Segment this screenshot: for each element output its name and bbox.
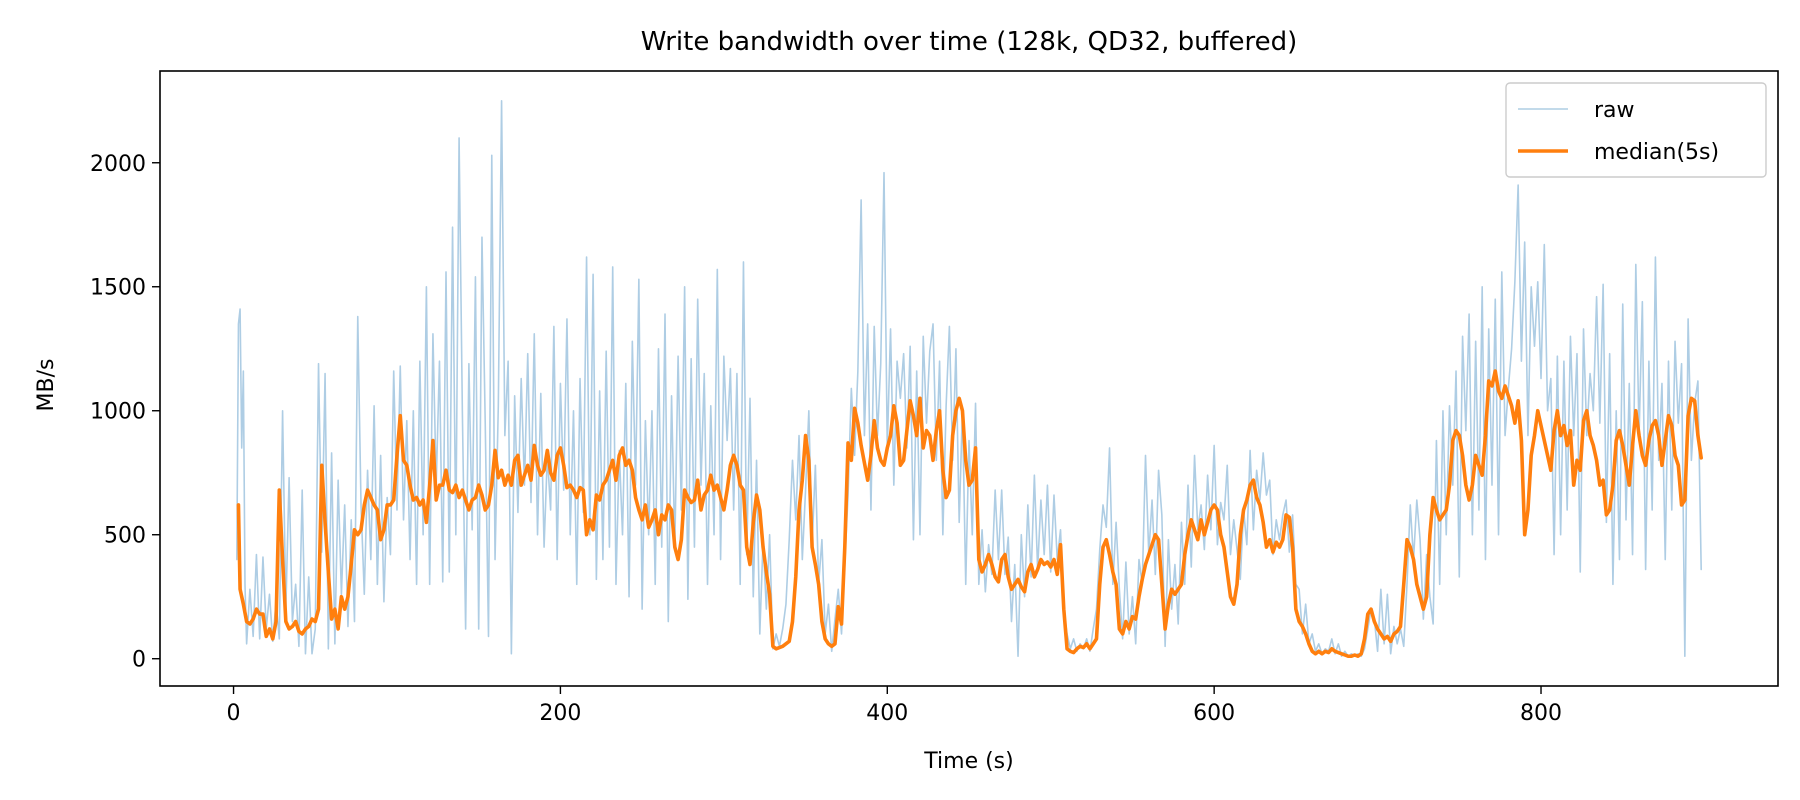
x-tick-label: 400 bbox=[866, 701, 908, 726]
legend-label: median(5s) bbox=[1594, 140, 1719, 165]
x-tick-label: 0 bbox=[227, 701, 241, 726]
x-tick-label: 200 bbox=[539, 701, 581, 726]
chart-title: Write bandwidth over time (128k, QD32, b… bbox=[641, 27, 1298, 57]
series-line-raw bbox=[236, 99, 1702, 658]
y-tick-label: 1500 bbox=[90, 276, 146, 301]
series-line-median bbox=[236, 369, 1703, 659]
legend: raw median(5s) bbox=[1505, 82, 1767, 178]
x-tick-label: 600 bbox=[1193, 701, 1235, 726]
y-axis: 0 500 1000 1500 2000 bbox=[90, 152, 160, 673]
y-tick-label: 0 bbox=[132, 648, 146, 673]
x-axis-label: Time (s) bbox=[923, 749, 1013, 774]
y-tick-label: 2000 bbox=[90, 152, 146, 177]
series-group bbox=[236, 99, 1703, 659]
y-axis-label: MB/s bbox=[34, 359, 59, 412]
x-axis: 0 200 400 600 800 bbox=[227, 686, 1562, 726]
legend-label: raw bbox=[1594, 98, 1635, 123]
y-tick-label: 1000 bbox=[90, 400, 146, 425]
legend-box bbox=[1505, 82, 1767, 178]
plot-area bbox=[159, 70, 1779, 687]
x-tick-label: 800 bbox=[1520, 701, 1562, 726]
y-tick-label: 500 bbox=[104, 524, 146, 549]
plot-frame bbox=[159, 70, 1779, 687]
